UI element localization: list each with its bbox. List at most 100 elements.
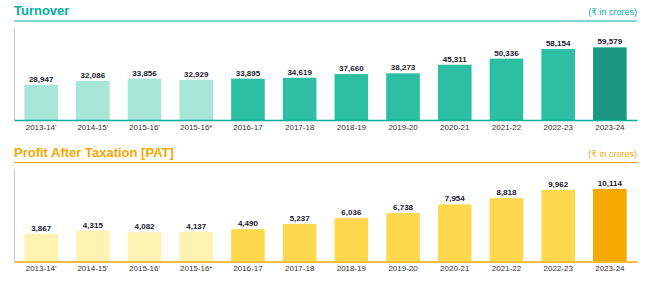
data-label: 4,082 (135, 222, 156, 231)
x-tick-label: 2014-15' (77, 123, 108, 132)
bar (283, 78, 317, 120)
x-tick: 2019-20 (388, 120, 418, 132)
y-axis (14, 28, 15, 121)
chart-canvas: Turnover (₹ in crores) 28,947 32,086 33,856 3… (0, 0, 651, 283)
x-tick: 2015-16* (180, 262, 212, 274)
bar (335, 218, 369, 261)
baseline (15, 261, 638, 263)
bar (490, 59, 524, 120)
x-tick: 2013-14' (26, 262, 57, 274)
x-axis: 2013-14' 2014-15' 2015-16' 2015-16* 2016-17 2… (15, 262, 638, 274)
x-tick-label: 2021-22 (492, 123, 522, 132)
baseline (15, 120, 638, 122)
bar (335, 74, 369, 120)
data-label: 9,962 (548, 180, 569, 189)
x-tick: 2013-14' (26, 120, 57, 132)
x-tick-label: 2015-16' (129, 123, 160, 132)
x-tick-label: 2016-17 (233, 123, 263, 132)
data-label: 33,895 (236, 69, 261, 78)
data-label: 4,315 (83, 221, 104, 230)
bars (24, 189, 626, 262)
x-tick: 2017-18 (285, 120, 315, 132)
x-tick-label: 2021-22 (492, 264, 522, 273)
bar (76, 231, 110, 262)
x-tick: 2022-23 (543, 262, 573, 274)
y-axis-line (14, 169, 15, 262)
subtitle: (₹ in crores) (588, 7, 637, 17)
x-tick-label: 2022-23 (543, 264, 573, 273)
x-tick-label: 2013-14' (26, 264, 57, 273)
bars (24, 47, 626, 120)
data-label: 58,154 (546, 39, 571, 48)
x-tick-label: 2020-21 (440, 123, 470, 132)
bar (231, 79, 265, 120)
bar (438, 65, 472, 120)
x-tick-label: 2015-16* (180, 123, 212, 132)
x-tick: 2016-17 (233, 262, 263, 274)
x-tick: 2014-15' (77, 120, 108, 132)
title: Turnover (14, 3, 69, 18)
x-tick-label: 2020-21 (440, 264, 470, 273)
data-label: 28,947 (29, 75, 54, 84)
data-label: 37,660 (339, 64, 364, 73)
title: Profit After Taxation [PAT] (14, 145, 174, 160)
data-label: 38,273 (391, 63, 416, 72)
x-tick: 2019-20 (388, 262, 418, 274)
x-tick: 2018-19 (337, 120, 367, 132)
separator (14, 21, 637, 22)
data-labels: 3,8674,3154,0824,1374,4905,2376,0366,738… (31, 179, 622, 233)
data-label: 33,856 (132, 69, 157, 78)
bar (386, 213, 420, 261)
x-tick: 2018-19 (337, 262, 367, 274)
x-tick: 2021-22 (492, 262, 522, 274)
data-label: 6,036 (341, 208, 362, 217)
data-label: 32,086 (81, 71, 106, 80)
x-tick-label: 2018-19 (337, 264, 367, 273)
x-tick: 2023-24 (595, 120, 625, 132)
x-tick-label: 2014-15' (77, 264, 108, 273)
x-tick-label: 2019-20 (388, 123, 418, 132)
x-tick-label: 2015-16* (180, 264, 212, 273)
data-label: 4,490 (238, 219, 259, 228)
separator (14, 162, 637, 163)
data-label: 5,237 (290, 214, 311, 223)
subtitle: (₹ in crores) (588, 149, 637, 159)
bar (541, 190, 575, 262)
bar (593, 189, 627, 262)
bar (24, 85, 58, 120)
data-label: 8,818 (496, 188, 517, 197)
x-tick: 2023-24 (595, 262, 625, 274)
data-label: 50,336 (494, 49, 519, 58)
bar (386, 73, 420, 120)
bar (76, 81, 110, 120)
data-label: 10,114 (598, 179, 623, 188)
x-tick: 2015-16' (129, 120, 160, 132)
x-tick-label: 2017-18 (285, 264, 315, 273)
x-tick: 2020-21 (440, 262, 470, 274)
x-tick-label: 2023-24 (595, 123, 625, 132)
data-label: 45,311 (443, 55, 468, 64)
bar (438, 204, 472, 261)
data-labels: 28,94732,08633,85632,92933,89534,61937,6… (29, 37, 623, 83)
x-tick: 2021-22 (492, 120, 522, 132)
x-tick: 2020-21 (440, 120, 470, 132)
data-label: 6,738 (393, 203, 414, 212)
x-tick: 2017-18 (285, 262, 315, 274)
x-tick-label: 2013-14' (26, 123, 57, 132)
bar (24, 234, 58, 262)
bar (593, 47, 627, 120)
y-axis-line (14, 28, 15, 121)
x-tick: 2016-17 (233, 120, 263, 132)
data-label: 7,954 (445, 194, 466, 203)
x-tick-label: 2023-24 (595, 264, 625, 273)
bar (128, 79, 162, 120)
x-tick: 2022-23 (543, 120, 573, 132)
x-tick: 2015-16' (129, 262, 160, 274)
data-label: 59,579 (598, 37, 623, 46)
y-axis (14, 169, 15, 262)
x-axis: 2013-14' 2014-15' 2015-16' 2015-16* 2016-17 2… (15, 120, 638, 132)
bar (128, 232, 162, 261)
bar (179, 80, 213, 120)
x-tick: 2015-16* (180, 120, 212, 132)
panel: Profit After Taxation [PAT] (₹ in crores)… (14, 145, 638, 274)
